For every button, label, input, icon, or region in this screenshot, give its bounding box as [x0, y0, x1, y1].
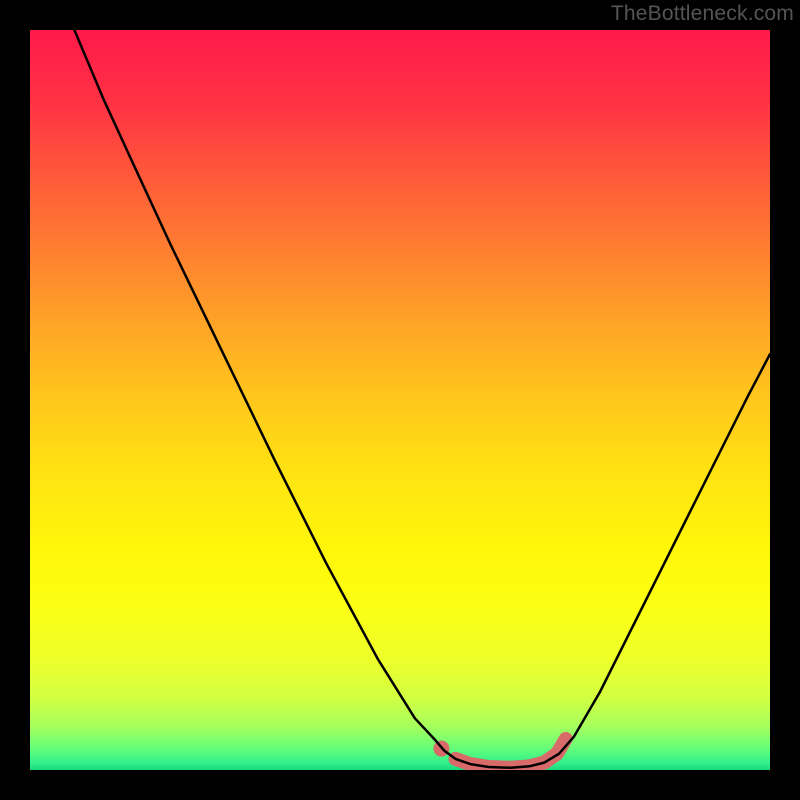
- bottleneck-curve: [74, 30, 770, 768]
- curve-layer: [30, 30, 770, 770]
- chart-container: TheBottleneck.com: [0, 0, 800, 800]
- plot-area: [30, 30, 770, 770]
- watermark-text: TheBottleneck.com: [611, 2, 794, 26]
